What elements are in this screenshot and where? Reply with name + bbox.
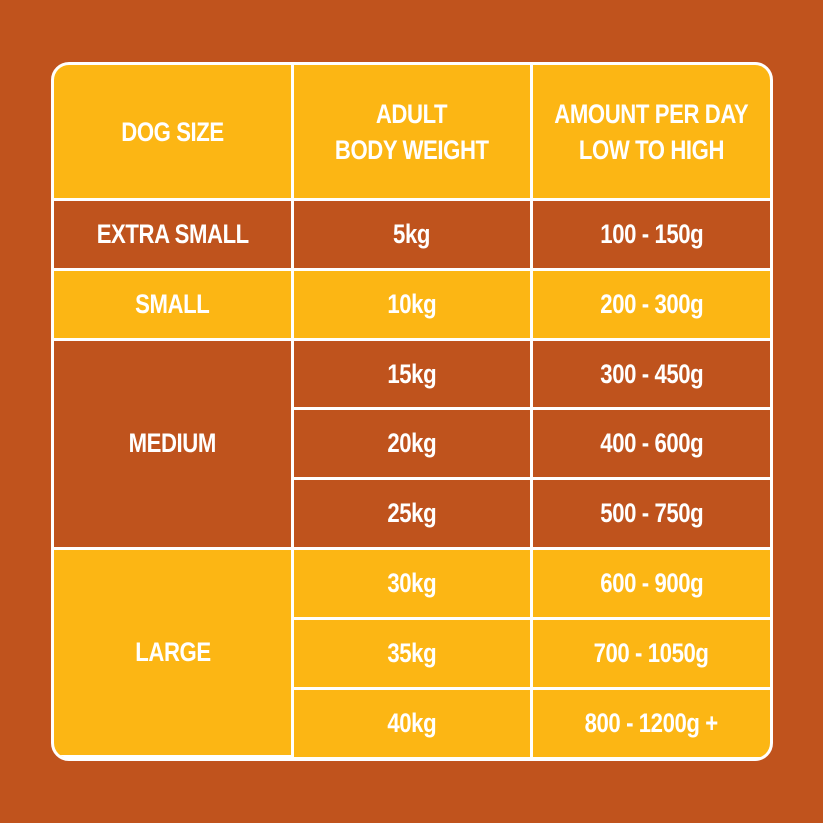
cell-text: 35kg xyxy=(387,637,437,668)
cell-text: 200 - 300g xyxy=(599,288,703,319)
amount-cell: 600 - 900g xyxy=(529,547,770,620)
header-row: DOG SIZE ADULT BODY WEIGHT AMOUNT PER DAY LO… xyxy=(54,65,770,201)
cell-text: 5kg xyxy=(393,218,431,249)
table-row: SMALL 10kg 200 - 300g xyxy=(54,267,770,341)
dog-size-cell: EXTRA SMALL xyxy=(54,198,295,271)
amount-cell: 700 - 1050g xyxy=(529,616,770,690)
cell-text: 300 - 450g xyxy=(599,358,703,389)
header-cell: ADULT BODY WEIGHT xyxy=(291,65,533,201)
amount-cell: 500 - 750g xyxy=(529,477,770,551)
cell-text: SMALL xyxy=(135,288,210,319)
table-row: 35kg 700 - 1050g xyxy=(54,616,770,690)
weight-cell: 5kg xyxy=(291,198,533,271)
weight-cell: 15kg xyxy=(291,337,533,411)
header-cell: DOG SIZE xyxy=(54,65,295,201)
cell-text: EXTRA SMALL xyxy=(96,218,250,249)
table-row: LARGE 30kg 600 - 900g xyxy=(54,547,770,758)
amount-cell: 300 - 450g xyxy=(529,337,770,411)
table-row: EXTRA SMALL 5kg 100 - 150g xyxy=(54,198,770,271)
cell-text: 500 - 750g xyxy=(599,498,703,529)
weight-cell: 10kg xyxy=(291,267,533,341)
cell-text: 10kg xyxy=(387,288,437,319)
cell-text: MEDIUM xyxy=(128,428,217,459)
cell-text: ADULT xyxy=(376,98,448,129)
cell-text: 800 - 1200g + xyxy=(584,707,719,738)
table-row: 20kg 400 - 600g xyxy=(54,407,770,481)
table-row: MEDIUM 15kg 300 - 450g xyxy=(54,337,770,551)
feeding-table: DOG SIZE ADULT BODY WEIGHT AMOUNT PER DAY LO… xyxy=(51,62,773,761)
cell-text: 25kg xyxy=(387,498,437,529)
cell-text: 600 - 900g xyxy=(599,567,703,598)
cell-text: 700 - 1050g xyxy=(593,637,709,668)
amount-cell: 200 - 300g xyxy=(529,267,770,341)
table: DOG SIZE ADULT BODY WEIGHT AMOUNT PER DAY LO… xyxy=(54,65,770,758)
header-cell: AMOUNT PER DAY LOW TO HIGH xyxy=(529,65,770,201)
amount-cell: 800 - 1200g + xyxy=(529,686,770,757)
cell-text: 400 - 600g xyxy=(599,428,703,459)
cell-text: BODY WEIGHT xyxy=(335,134,489,165)
cell-text: LOW TO HIGH xyxy=(578,134,725,165)
cell-text: 40kg xyxy=(387,707,437,738)
table-row: 25kg 500 - 750g xyxy=(54,477,770,551)
table-row: 40kg 800 - 1200g + xyxy=(54,686,770,757)
cell-text: DOG SIZE xyxy=(121,116,224,147)
dog-size-cell: MEDIUM xyxy=(54,337,295,551)
cell-text: LARGE xyxy=(134,637,211,668)
weight-cell: 25kg xyxy=(292,477,533,551)
dog-size-cell: SMALL xyxy=(54,267,295,341)
amount-cell: 100 - 150g xyxy=(529,198,770,271)
weight-cell: 30kg xyxy=(291,547,533,620)
weight-cell: 40kg xyxy=(292,686,533,757)
cell-text: AMOUNT PER DAY xyxy=(554,98,749,129)
weight-cell: 35kg xyxy=(292,616,533,690)
cell-text: 15kg xyxy=(387,358,437,389)
amount-cell: 400 - 600g xyxy=(529,407,770,481)
cell-text: 20kg xyxy=(387,428,437,459)
cell-text: 30kg xyxy=(387,567,437,598)
cell-text: 100 - 150g xyxy=(599,218,703,249)
weight-cell: 20kg xyxy=(292,407,533,481)
dog-size-cell: LARGE xyxy=(54,547,295,758)
